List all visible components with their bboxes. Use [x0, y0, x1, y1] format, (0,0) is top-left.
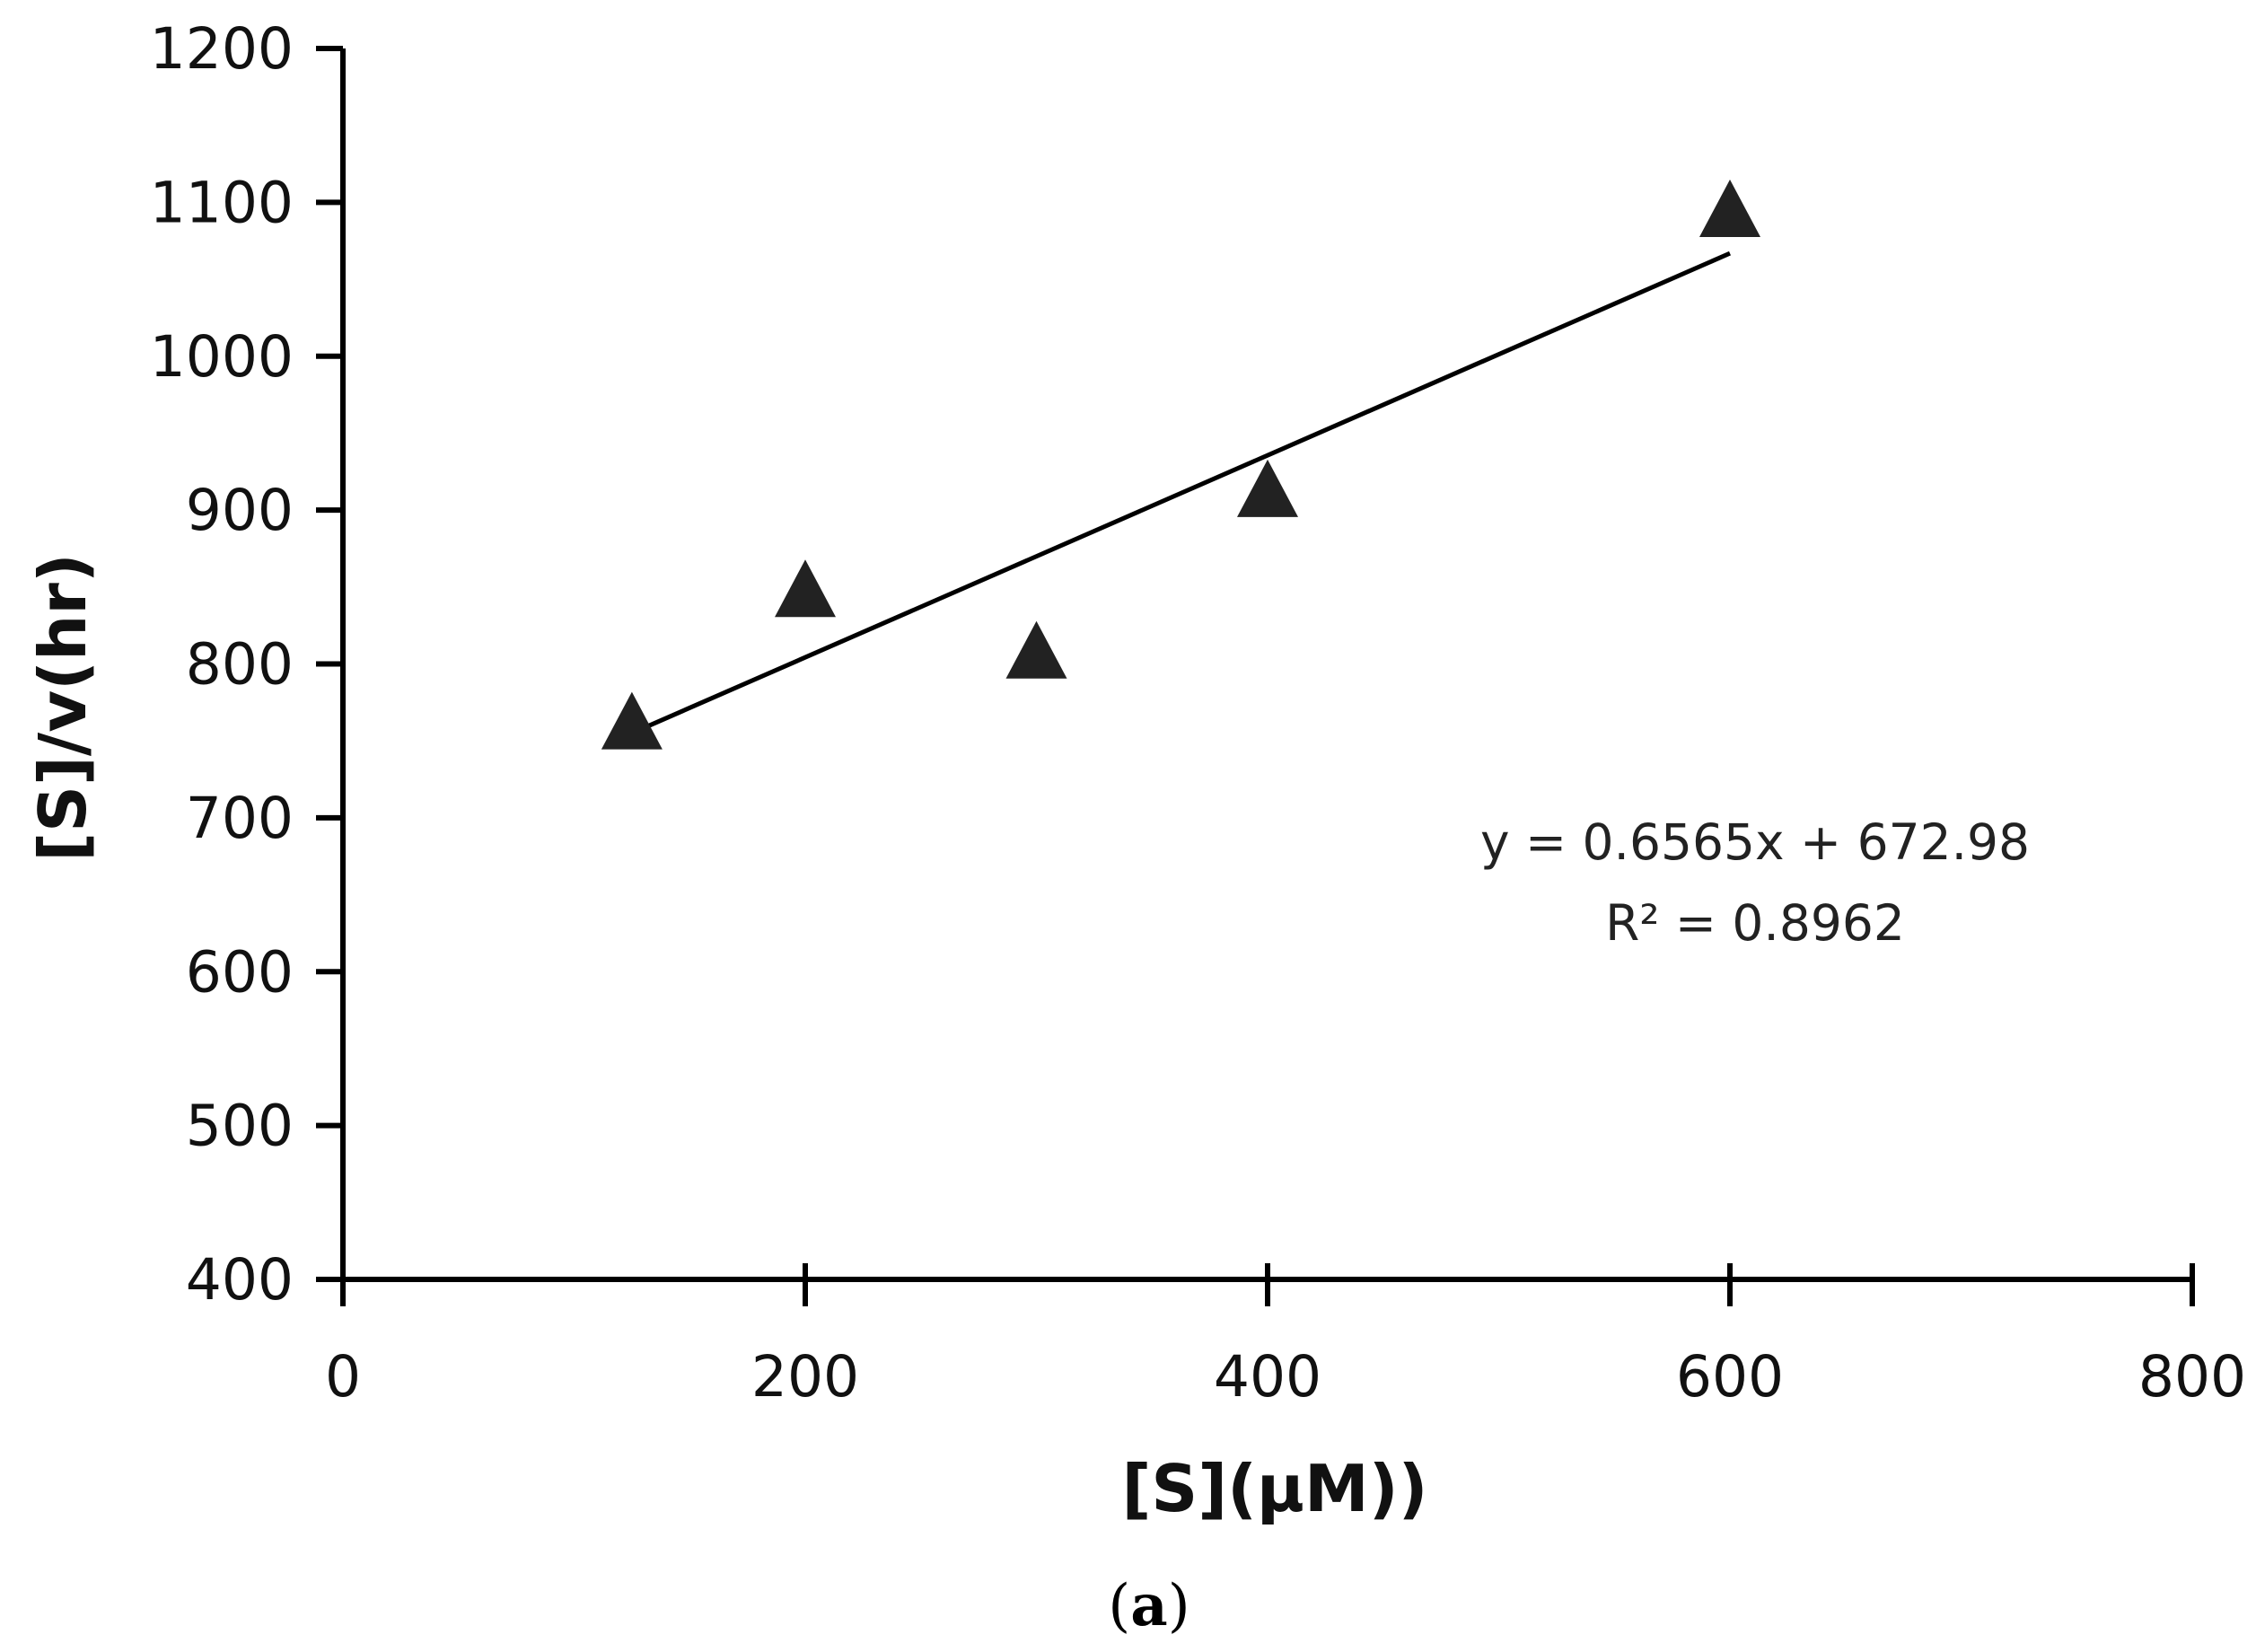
trendline	[630, 250, 1732, 735]
y-tick-label: 800	[186, 632, 294, 698]
x-tick-label: 800	[2138, 1344, 2246, 1410]
points-layer	[601, 179, 1760, 750]
data-point-triangle	[1699, 179, 1760, 237]
y-tick-label: 400	[186, 1247, 294, 1313]
x-tick-label: 200	[751, 1344, 859, 1410]
data-point-triangle	[1005, 620, 1067, 679]
y-tick-label: 900	[186, 478, 294, 543]
x-tick-label: 400	[1214, 1344, 1321, 1410]
x-tick-label: 600	[1676, 1344, 1784, 1410]
panel-label: (a)	[1108, 1572, 1189, 1639]
data-point-triangle	[1237, 459, 1298, 517]
trendline-layer	[630, 250, 1732, 735]
y-tick-label: 1200	[150, 16, 294, 82]
y-tick-label: 500	[186, 1094, 294, 1159]
axes-layer: 400 500 600 700 800 900 1000 1100 1200 0 200 400 600…	[150, 16, 2246, 1410]
y-axis-title: [S]/v(hr)	[25, 553, 101, 861]
y-tick-label: 1000	[150, 324, 294, 390]
y-tick-label: 700	[186, 786, 294, 851]
data-point-triangle	[601, 691, 663, 750]
x-tick-label: 0	[325, 1344, 361, 1410]
panel-label-letter: a	[1130, 1572, 1167, 1639]
y-tick-label: 1100	[150, 170, 294, 235]
panel-label-open: (	[1108, 1573, 1130, 1639]
x-axis-title: [S](μM))	[1121, 1451, 1427, 1526]
trendline-r-squared: R² = 0.8962	[1605, 894, 1905, 952]
y-tick-label: 600	[186, 939, 294, 1005]
data-point-triangle	[775, 559, 836, 618]
panel-label-close: )	[1168, 1573, 1190, 1639]
trendline-equation: y = 0.6565x + 672.98	[1480, 813, 2030, 871]
labels-layer: [S](μM)) [S]/v(hr) y = 0.6565x + 672.98 …	[25, 553, 2030, 1639]
